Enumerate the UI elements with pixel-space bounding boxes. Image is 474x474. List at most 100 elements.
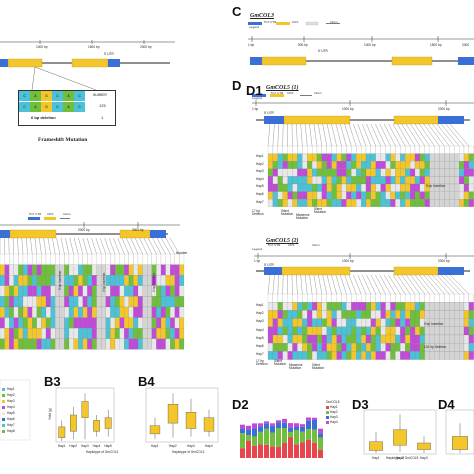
connector-line (441, 274, 460, 295)
alignment-cell (119, 253, 125, 265)
connector-line (366, 274, 376, 295)
alignment-cell (160, 338, 166, 350)
alignment-cell (297, 343, 303, 352)
alignment-cell (41, 306, 47, 318)
box (93, 420, 100, 432)
alignment-cell (410, 168, 416, 177)
alignment-cell (346, 161, 352, 169)
stacked-bar-segment (294, 444, 299, 458)
alignment-cell (414, 176, 420, 185)
left-legend-item: Hap3 (7, 399, 15, 403)
stacked-bar-segment (306, 420, 311, 430)
scale-c-2: 1000 bp (364, 43, 376, 47)
b3-category: Hap3 (81, 444, 89, 448)
stacked-bar-segment (288, 423, 293, 428)
alignment-cell (336, 343, 342, 352)
alignment-cell (0, 275, 5, 286)
alignment-cell (459, 318, 465, 327)
alignment-cell (410, 343, 416, 352)
legend-cds-d1: CDS (287, 91, 294, 95)
d3-category: Hap3 (420, 456, 428, 460)
alignment-cell (346, 343, 352, 352)
alignment-cell (375, 145, 381, 154)
alignment-cell (170, 275, 175, 286)
alignment-cell (133, 328, 139, 339)
alignment-cell (341, 351, 347, 360)
alignment-cell (414, 310, 420, 319)
alignment-cell (272, 326, 278, 336)
alignment-cell (405, 334, 411, 344)
alignment-cell (434, 334, 440, 344)
alignment-cell (156, 328, 162, 339)
alignment-cell (419, 176, 425, 185)
alignment-cell (45, 296, 51, 308)
alignment-cell (307, 326, 313, 336)
connector-line (397, 123, 411, 147)
insertion-ml-2: 3 bp Insertion (102, 272, 106, 292)
alignment-cell (410, 199, 416, 207)
alignment-cell (390, 191, 396, 200)
alignment-cell (419, 168, 425, 177)
connector-line (388, 123, 401, 147)
alignment-cell (405, 326, 411, 336)
alignment-cell (454, 343, 460, 352)
alignment-cell (380, 199, 386, 207)
alignment-cell (101, 253, 106, 265)
alignment-cell (424, 153, 430, 162)
alignment-cell (405, 199, 411, 207)
connector-line (410, 274, 425, 295)
alignment-cell (356, 302, 362, 311)
alignment-cell (64, 317, 70, 329)
alignment-cell (370, 161, 376, 169)
alignment-cell (312, 318, 318, 327)
alignment-cell (124, 328, 129, 339)
alignment-cell (36, 328, 42, 339)
alignment-cell (341, 168, 347, 177)
deletion-d1b-102: 102 bp Deletion (424, 345, 447, 349)
alignment-cell (302, 310, 308, 319)
scale-d1-1: 1000 bp (342, 107, 354, 111)
alignment-cell (439, 293, 445, 303)
alignment-cell (272, 153, 278, 162)
alignment-cell (59, 253, 65, 265)
alignment-cell (385, 161, 391, 169)
alignment-cell (410, 318, 416, 327)
alignment-cell (356, 153, 362, 162)
alignment-cell (287, 302, 293, 311)
legend-cds-ml: CDS (47, 212, 54, 216)
missense-d1: Missense Mutation (296, 213, 310, 221)
alignment-cell (312, 334, 318, 344)
alignment-cell (292, 318, 298, 327)
stacked-bar-segment (270, 432, 275, 447)
alignment-cell (365, 191, 371, 200)
connector-line (165, 237, 175, 255)
alignment-cell (133, 253, 139, 265)
connector-line (445, 123, 465, 147)
alignment-cell (307, 310, 313, 319)
alignment-cell (297, 168, 303, 177)
alignment-cell (124, 338, 129, 350)
alignment-cell (326, 334, 332, 344)
alignment-cell (331, 302, 337, 311)
alignment-cell (302, 199, 308, 207)
alignment-cell (114, 328, 120, 339)
alignment-cell (434, 168, 440, 177)
alignment-cell (179, 306, 185, 318)
legend-utr-c: 5'/3' UTR (264, 20, 277, 24)
alignment-cell (390, 161, 396, 169)
alignment-cell (128, 328, 134, 339)
alignment-cell (459, 351, 465, 360)
alignment-cell (405, 293, 411, 303)
alignment-cell (400, 191, 406, 200)
alignment-cell (370, 293, 376, 303)
alignment-cell (292, 351, 298, 360)
alignment-cell (13, 264, 19, 276)
alignment-cell (405, 310, 411, 319)
alignment-cell (316, 326, 322, 336)
left-legend-item: Hap8 (7, 429, 15, 433)
alignment-cell (375, 153, 381, 162)
alignment-cell (395, 310, 401, 319)
connector-line (300, 123, 303, 147)
alignment-cell (454, 351, 460, 360)
alignment-cell (385, 176, 391, 185)
